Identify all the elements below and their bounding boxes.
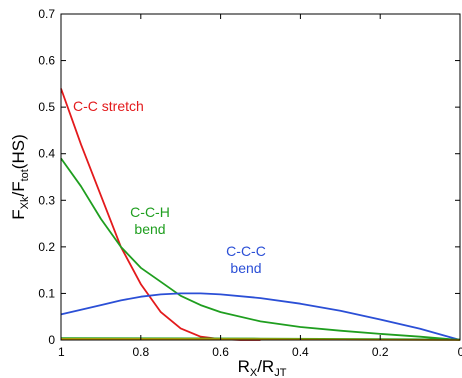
y-tick-label: 0	[48, 333, 55, 347]
x-axis-title: RX/RJT	[238, 357, 287, 378]
x-tick-label: 0.6	[212, 345, 229, 359]
x-tick-label: 0.2	[372, 345, 389, 359]
y-tick-label: 0.6	[38, 54, 55, 68]
labels: 0 0.1 0.2 0.3 0.4 0.5 0.6 0.7 1 0.8 0.6 0.4 0.2 0 RX/R…	[9, 7, 462, 378]
y-axis-title: FXk/Ftot(HS)	[9, 134, 31, 220]
y-tick-label: 0.7	[38, 7, 55, 21]
plot-area	[60, 88, 461, 341]
x-tick-label: 0.4	[292, 345, 309, 359]
y-tick-label: 0.1	[38, 286, 55, 300]
y-tick-label: 0.3	[38, 193, 55, 207]
series-annotation-0: C-C stretch	[73, 98, 144, 114]
series-line-2	[60, 292, 461, 341]
y-tick-label: 0.4	[38, 147, 55, 161]
y-tick-label: 0.2	[38, 240, 55, 254]
series-annotation-2: C-C-C bend	[226, 243, 266, 276]
x-tick-label: 1	[58, 345, 65, 359]
x-tick-label: 0.8	[132, 345, 149, 359]
series-line-1	[60, 157, 461, 341]
x-tick-label: 0	[458, 345, 462, 359]
series-annotation-1: C-C-H bend	[130, 204, 170, 237]
axes	[60, 13, 461, 341]
y-tick-label: 0.5	[38, 100, 55, 114]
axes-box	[60, 13, 461, 341]
